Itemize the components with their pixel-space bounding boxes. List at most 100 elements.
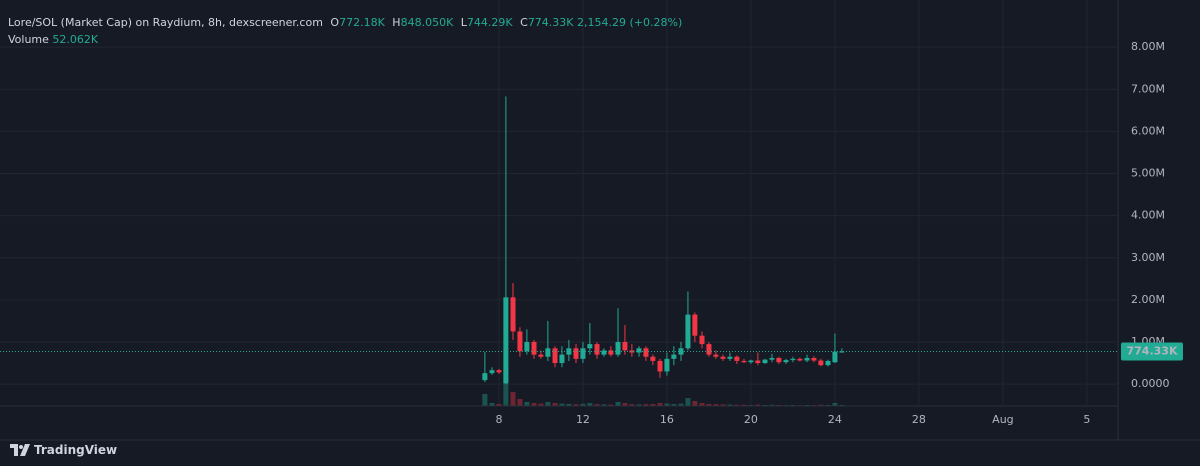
volume-bar [720, 404, 726, 406]
volume-bar [706, 404, 712, 406]
volume-bar [559, 403, 565, 406]
volume-bar [657, 403, 663, 406]
last-price-box [1121, 342, 1183, 361]
legend-value: 744.29K [466, 16, 513, 29]
candle-body [650, 356, 656, 361]
volume-bar [818, 404, 824, 406]
candle-body [531, 341, 537, 355]
legend-key: H [392, 16, 401, 29]
volume-bar [671, 404, 677, 406]
volume-value: 52.062K [52, 33, 99, 46]
volume-bar [524, 402, 530, 406]
volume-bar [636, 404, 642, 406]
candle-body [622, 341, 628, 351]
candle-body [580, 348, 586, 359]
volume-bar [629, 404, 635, 406]
candle-body [713, 354, 719, 357]
volume-bar [734, 404, 740, 406]
candle-body [734, 356, 740, 361]
candle-body [818, 360, 824, 366]
candle-body [615, 341, 621, 355]
y-tick-label: 2.00M [1131, 293, 1165, 306]
volume-bar [489, 403, 495, 406]
volume-bar [678, 403, 684, 406]
candle-body [783, 360, 789, 363]
volume-bar [727, 404, 733, 406]
candle-body [720, 356, 726, 359]
candle-body [685, 314, 691, 349]
volume-bar [692, 401, 698, 406]
candle-body [601, 350, 607, 355]
volume-bar [538, 403, 544, 406]
x-tick-label: 8 [495, 413, 502, 426]
candle-body [741, 360, 747, 363]
volume-bar [769, 404, 775, 406]
legend-key: O [330, 16, 340, 29]
volume-bar [755, 404, 761, 406]
candle-body [804, 357, 810, 361]
legend: Lore/SOL (Market Cap) on Raydium, 8h, de… [8, 14, 682, 48]
candle-body [566, 348, 572, 355]
legend-key: L [460, 16, 467, 29]
logo-icon [10, 444, 30, 456]
candle-body [538, 354, 544, 357]
watermark[interactable]: TradingView [10, 443, 117, 457]
candle-body [608, 350, 614, 355]
volume-bar [622, 403, 628, 406]
volume-bar [601, 404, 607, 406]
volume-bar [594, 404, 600, 406]
candle-body [769, 357, 775, 360]
volume-bar [482, 394, 488, 406]
candle-body [706, 344, 712, 355]
candle-body [657, 360, 663, 372]
candle-body [839, 351, 845, 353]
candle-body [545, 348, 551, 357]
candle-body [699, 335, 705, 345]
volume-pane [482, 370, 845, 406]
candles [0, 96, 1118, 385]
x-tick-label: 28 [912, 413, 926, 426]
legend-volume: Volume 52.062K [8, 31, 682, 48]
candle-body [587, 344, 593, 349]
legend-key: C [520, 16, 528, 29]
x-tick-label: 16 [660, 413, 674, 426]
candle-body [573, 348, 579, 359]
volume-bar [713, 404, 719, 406]
candle-body [811, 357, 817, 361]
legend-main: Lore/SOL (Market Cap) on Raydium, 8h, de… [8, 14, 682, 31]
candle-body [517, 331, 523, 352]
volume-bar [510, 392, 516, 406]
volume-bar [685, 398, 691, 406]
candle-body [727, 356, 733, 359]
candle-body [524, 341, 530, 352]
volume-bar [503, 370, 509, 406]
candle-body [762, 359, 768, 364]
candle-body [776, 357, 782, 363]
x-tick-label: Aug [992, 413, 1013, 426]
y-tick-label: 5.00M [1131, 167, 1165, 180]
y-tick-label: 6.00M [1131, 124, 1165, 137]
watermark-text: TradingView [34, 443, 118, 457]
candle-body [489, 370, 495, 374]
candle-body [643, 348, 649, 357]
volume-bar [552, 403, 558, 406]
candle-body [790, 358, 796, 361]
legend-title: Lore/SOL (Market Cap) on Raydium, 8h, de… [8, 16, 323, 29]
candle-body [748, 360, 754, 363]
x-tick-label: 20 [744, 413, 758, 426]
candle-body [636, 348, 642, 353]
legend-change: 2,154.29 (+0.28%) [577, 16, 683, 29]
volume-bar [650, 404, 656, 406]
candle-body [594, 344, 600, 355]
candle-body [755, 360, 761, 364]
volume-bar [839, 404, 845, 406]
candle-body [510, 297, 516, 332]
x-tick-label: 12 [576, 413, 590, 426]
candle-body [629, 350, 635, 353]
candle-body [482, 373, 488, 381]
y-tick-label: 4.00M [1131, 209, 1165, 222]
candle-body [552, 348, 558, 364]
candle-body [692, 314, 698, 336]
